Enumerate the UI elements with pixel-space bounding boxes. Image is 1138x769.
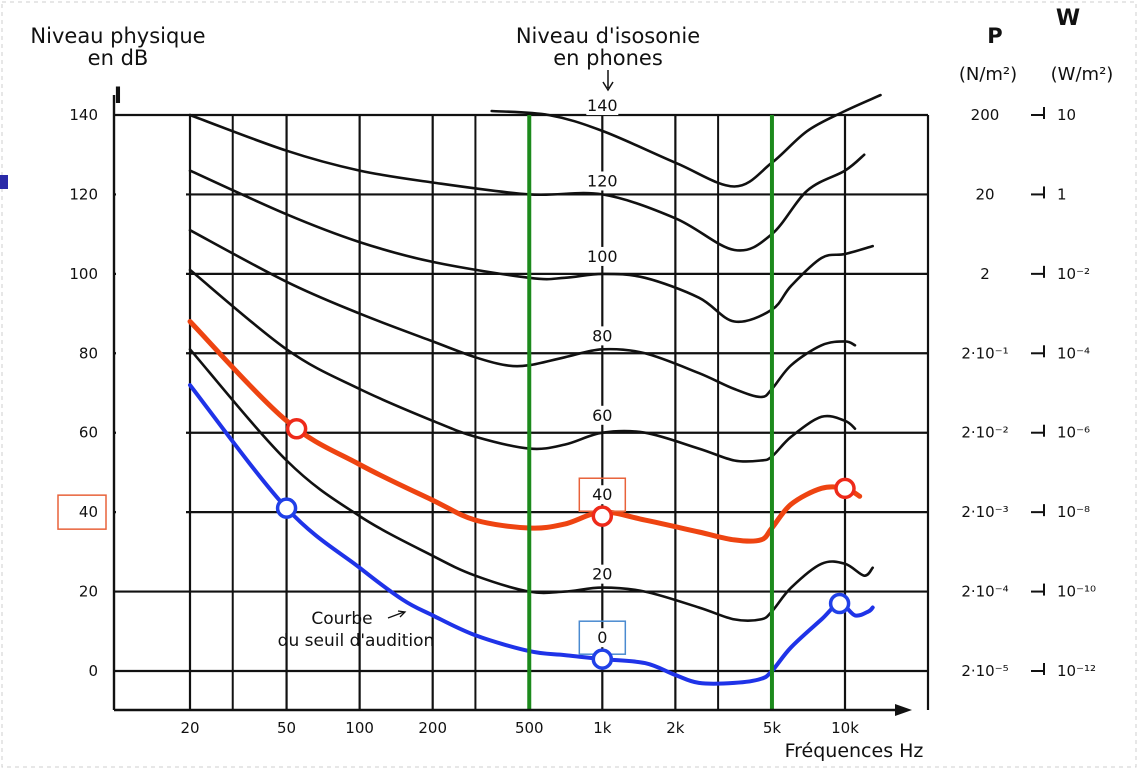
y-tick-label: 100 (69, 265, 98, 283)
center-title-line2: en phones (553, 46, 663, 70)
x-tick-label: 100 (345, 719, 374, 737)
intensity-tick-label: 10 (1057, 106, 1076, 124)
threshold-label-arrow (387, 610, 407, 619)
y-tick-label: 140 (69, 106, 98, 124)
slide-bullet (0, 175, 8, 189)
pressure-tick-label: 2·10⁻¹ (961, 344, 1008, 362)
x-tick-label: 500 (515, 719, 544, 737)
left-axis-title-line2: en dB (88, 46, 149, 70)
phon-label-bg (586, 326, 619, 346)
intensity-unit: (W/m²) (1051, 64, 1114, 85)
phon-label: 80 (592, 326, 612, 345)
left-strip (116, 118, 186, 589)
phon-label: 20 (592, 565, 612, 584)
phon-label-bg (586, 564, 619, 584)
x-tick-label: 50 (277, 719, 296, 737)
phon-label-bg (586, 485, 619, 505)
phon-label: 100 (587, 247, 618, 266)
data-marker (591, 648, 614, 670)
y-tick-label: 20 (79, 583, 98, 601)
isophone-curve (187, 319, 863, 544)
phon-label-bg (586, 628, 619, 648)
left-axis-symbol: I (114, 84, 122, 109)
pressure-tick-label: 2·10⁻⁵ (961, 662, 1008, 680)
y-tick-label: 120 (69, 185, 98, 203)
isophone-curve (188, 268, 857, 463)
x-tick-label: 200 (418, 719, 447, 737)
data-marker (591, 505, 614, 527)
isophone-curves: 140 120 100 80 60 40 20 0 (187, 93, 882, 686)
intensity-tick-label: 10⁻⁸ (1057, 503, 1090, 521)
phon-label: 40 (592, 485, 612, 504)
isophone-curve (188, 113, 866, 252)
pressure-tick-label: 2·10⁻⁴ (961, 583, 1008, 601)
x-axis-arrow (895, 704, 912, 716)
x-tick-label: 1k (593, 719, 612, 737)
phon-label: 0 (597, 628, 607, 647)
intensity-tick-label: 1 (1057, 185, 1067, 203)
pressure-tick-label: 2·10⁻² (961, 424, 1008, 442)
isophone-curve (188, 228, 857, 399)
y-tick-label: 60 (79, 424, 98, 442)
highlight-frequency-lines (527, 115, 774, 710)
isophone-curve (490, 93, 882, 188)
pressure-tick-label: 2 (980, 265, 990, 283)
isophone-curve (188, 348, 874, 622)
data-marker (828, 592, 851, 615)
data-marker (285, 417, 308, 440)
center-title-arrow (602, 70, 614, 92)
x-tick-label: 2k (666, 719, 685, 737)
y-tick-label: 40 (79, 503, 98, 521)
pressure-tick-label: 2·10⁻³ (961, 503, 1008, 521)
data-marker (834, 477, 856, 500)
phon-label: 60 (592, 406, 612, 425)
grid (114, 113, 928, 710)
pressure-tick-label: 20 (975, 185, 994, 203)
pressure-unit: (N/m²) (959, 64, 1017, 85)
intensity-tick-label: 10⁻² (1057, 265, 1090, 283)
left-axis-title-line1: Niveau physique (30, 24, 205, 48)
y-tick-label: 0 (88, 662, 98, 680)
phon-label-bg (586, 246, 619, 266)
y-tick-label: 80 (79, 344, 98, 362)
highlight-box (57, 494, 107, 530)
center-title-line1: Niveau d'isosonie (516, 24, 700, 48)
intensity-tick-label: 10⁻⁴ (1057, 344, 1090, 362)
threshold-label-line2: du seuil d'audition (278, 631, 435, 651)
x-tick-label: 10k (831, 719, 859, 737)
pressure-header: P (987, 24, 1002, 48)
data-marker (275, 497, 298, 519)
phon-label: 140 (587, 96, 618, 115)
intensity-tick-label: 10⁻⁶ (1057, 424, 1090, 442)
intensity-tick-label: 10⁻¹² (1057, 662, 1096, 680)
x-tick-label: 5k (763, 719, 782, 737)
phon-label-bg (586, 405, 619, 425)
data-markers (57, 417, 856, 670)
pressure-tick-label: 200 (971, 106, 1000, 124)
phon-label: 120 (587, 171, 618, 190)
isophone-curve (188, 169, 874, 324)
x-axis-label: Fréquences Hz (785, 740, 924, 762)
phon-label-bg (586, 171, 619, 191)
intensity-tick-label: 10⁻¹⁰ (1057, 583, 1096, 601)
threshold-label-line1: Courbe (311, 609, 372, 629)
phon-label-bg (586, 96, 619, 116)
intensity-header: W (1056, 6, 1080, 31)
x-tick-label: 20 (180, 719, 199, 737)
